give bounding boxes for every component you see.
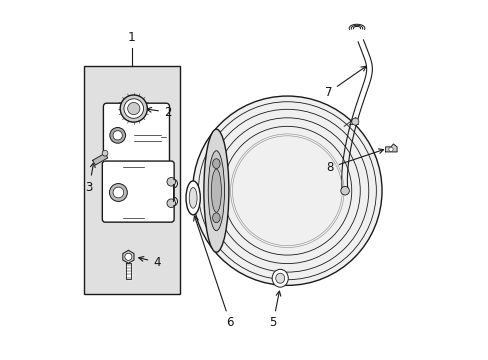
FancyBboxPatch shape (103, 103, 169, 167)
Circle shape (340, 186, 348, 195)
Ellipse shape (185, 181, 200, 215)
Circle shape (124, 253, 132, 260)
Circle shape (192, 96, 381, 285)
Ellipse shape (203, 129, 228, 252)
Circle shape (120, 95, 147, 122)
Text: 3: 3 (85, 162, 95, 194)
Ellipse shape (208, 151, 224, 231)
Circle shape (166, 177, 175, 186)
Ellipse shape (189, 188, 197, 208)
Ellipse shape (212, 159, 220, 168)
Ellipse shape (272, 269, 287, 287)
Polygon shape (122, 250, 134, 263)
Polygon shape (385, 144, 396, 152)
Circle shape (102, 150, 108, 156)
Ellipse shape (211, 169, 221, 212)
Text: 4: 4 (139, 256, 161, 269)
Circle shape (113, 187, 123, 198)
Circle shape (388, 147, 392, 152)
Text: 2: 2 (146, 105, 171, 119)
Circle shape (124, 99, 143, 118)
Polygon shape (125, 263, 131, 279)
FancyBboxPatch shape (102, 161, 174, 222)
Circle shape (351, 118, 358, 125)
Text: 5: 5 (269, 291, 280, 329)
Text: 1: 1 (128, 31, 136, 44)
Circle shape (113, 131, 122, 140)
Ellipse shape (212, 213, 220, 223)
Circle shape (127, 103, 140, 115)
Circle shape (110, 127, 125, 143)
Bar (83, 66, 180, 294)
Text: 6: 6 (193, 216, 233, 329)
Text: 8: 8 (326, 149, 383, 174)
Text: 7: 7 (324, 66, 366, 99)
Circle shape (166, 199, 175, 207)
Polygon shape (93, 153, 107, 165)
Circle shape (109, 184, 127, 202)
Ellipse shape (275, 273, 284, 283)
